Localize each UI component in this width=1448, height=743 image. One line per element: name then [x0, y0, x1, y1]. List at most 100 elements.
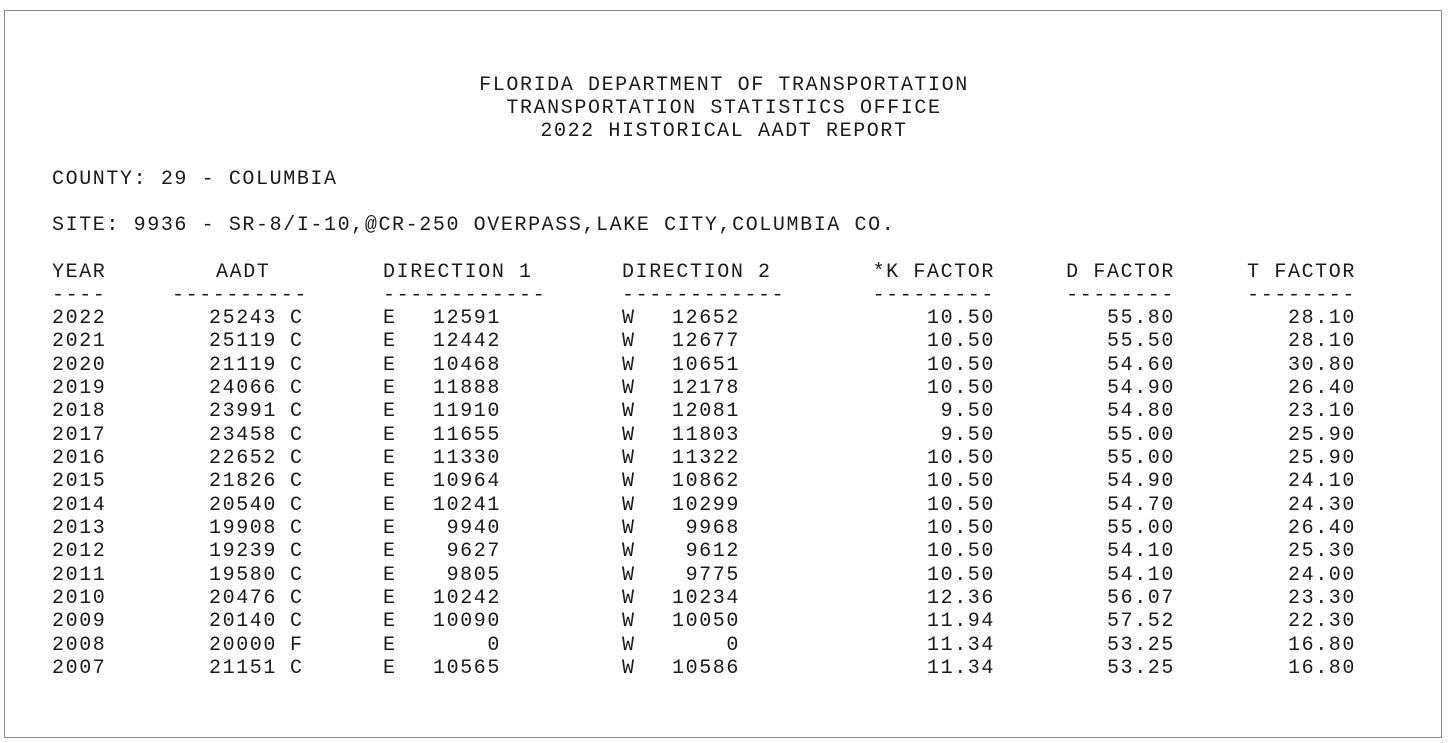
county-line: COUNTY: 29 - COLUMBIA [52, 168, 338, 191]
year-column: 2022 2021 2020 2019 2018 2017 2016 2015 2014 2013… [52, 307, 106, 681]
direction2-code-cell: W [622, 307, 636, 330]
aadt-flag-cell: C [290, 587, 304, 611]
direction2-code-cell: W [622, 377, 636, 401]
aadt-cell: 21826 [208, 470, 277, 494]
aadt-cell: 19580 [208, 563, 277, 587]
k-factor-cell: 11.94 [926, 610, 995, 634]
k-factor-cell: 10.50 [926, 330, 995, 354]
aadt-cell: 25243 [208, 307, 277, 330]
direction1-value-cell: 9627 [446, 540, 501, 564]
direction2-value-cell: 10234 [671, 587, 740, 611]
direction2-code-cell: W [622, 657, 636, 681]
direction1-code-cell: E [383, 470, 397, 494]
year-cell: 2013 [52, 517, 107, 541]
direction1-code-cell: E [383, 517, 397, 541]
d-factor-cell: 56.07 [1106, 587, 1175, 611]
d-factor-cell: 54.70 [1106, 493, 1175, 517]
aadt-flag-cell: C [290, 330, 304, 354]
direction2-code-cell: W [622, 610, 636, 634]
col-header-k-factor: *K FACTOR [872, 261, 995, 284]
direction2-code-cell: W [622, 423, 636, 447]
k-factor-cell: 10.50 [926, 493, 995, 517]
direction2-code-cell: W [622, 493, 636, 517]
direction1-code-cell: E [383, 330, 397, 354]
year-cell: 2015 [52, 470, 107, 494]
direction2-value-cell: 11803 [671, 423, 740, 447]
year-cell: 2010 [52, 587, 107, 611]
direction2-code-cell: W [622, 400, 636, 424]
direction1-value-cell: 0 [487, 633, 501, 657]
t-factor-cell: 24.00 [1287, 563, 1356, 587]
aadt-flag-cell: C [290, 610, 304, 634]
aadt-cell: 19908 [208, 517, 277, 541]
direction1-value-cell: 11888 [432, 377, 501, 401]
k-factor-cell: 11.34 [926, 633, 995, 657]
k-factor-cell: 12.36 [926, 587, 995, 611]
t-factor-cell: 22.30 [1287, 610, 1356, 634]
direction1-code-cell: E [383, 400, 397, 424]
t-factor-cell: 24.30 [1287, 493, 1356, 517]
d-factor-cell: 55.00 [1106, 423, 1175, 447]
aadt-flag-cell: C [290, 540, 304, 564]
d-factor-cell: 54.10 [1106, 563, 1175, 587]
col-underline-aadt: ---------- [172, 284, 309, 307]
direction2-code-cell: W [622, 633, 636, 657]
direction1-code-cell: E [383, 587, 397, 611]
year-cell: 2017 [52, 423, 107, 447]
d-factor-cell: 54.90 [1106, 377, 1175, 401]
direction1-code-cell: E [383, 493, 397, 517]
direction2-value-cell: 0 [726, 633, 740, 657]
d-factor-cell: 57.52 [1106, 610, 1175, 634]
aadt-cell: 21151 [208, 657, 277, 681]
aadt-cell: 25119 [208, 330, 277, 354]
year-cell: 2007 [52, 657, 107, 681]
d-factor-cell: 55.00 [1106, 517, 1175, 541]
d-factor-cell: 55.00 [1106, 447, 1175, 471]
k-factor-cell: 10.50 [926, 377, 995, 401]
direction2-value-cell: 11322 [671, 447, 740, 471]
col-header-direction1: DIRECTION 1 [383, 261, 533, 284]
k-factor-cell: 10.50 [926, 447, 995, 471]
direction2-code-cell: W [622, 330, 636, 354]
direction1-code-cell: E [383, 377, 397, 401]
direction2-code-cell: W [622, 470, 636, 494]
d-factor-cell: 53.25 [1106, 657, 1175, 681]
col-header-d-factor: D FACTOR [1066, 261, 1175, 284]
aadt-cell: 20540 [208, 493, 277, 517]
year-cell: 2012 [52, 540, 107, 564]
t-factor-cell: 26.40 [1287, 517, 1356, 541]
d-factor-cell: 55.50 [1106, 330, 1175, 354]
aadt-cell: 23991 [208, 400, 277, 424]
k-factor-cell: 10.50 [926, 307, 995, 330]
aadt-flag-cell: C [290, 517, 304, 541]
d-factor-column: 55.80 55.50 54.60 54.90 54.80 55.00 55.00 54.90… [1107, 307, 1175, 681]
direction2-value-cell: 12652 [671, 307, 740, 330]
direction1-value-cell: 9940 [446, 517, 501, 541]
d-factor-cell: 54.80 [1106, 400, 1175, 424]
k-factor-cell: 10.50 [926, 470, 995, 494]
year-cell: 2016 [52, 447, 107, 471]
direction2-value-cell: 9612 [685, 540, 740, 564]
year-cell: 2018 [52, 400, 107, 424]
d-factor-cell: 54.10 [1106, 540, 1175, 564]
direction2-code-cell: W [622, 517, 636, 541]
aadt-flag-cell: C [290, 400, 304, 424]
direction1-value-column: 12591 12442 10468 11888 11910 11655 11330 10964… [433, 307, 501, 681]
direction2-value-cell: 9775 [685, 563, 740, 587]
col-underline-d-factor: -------- [1066, 284, 1175, 307]
direction2-code-cell: W [622, 587, 636, 611]
t-factor-cell: 23.10 [1287, 400, 1356, 424]
direction1-code-cell: E [383, 610, 397, 634]
direction1-value-cell: 10964 [432, 470, 501, 494]
k-factor-cell: 9.50 [940, 423, 995, 447]
col-header-t-factor: T FACTOR [1247, 261, 1356, 284]
aadt-cell: 20000 [208, 633, 277, 657]
aadt-flag-cell: C [290, 657, 304, 681]
aadt-cell: 19239 [208, 540, 277, 564]
site-line: SITE: 9936 - SR-8/I-10,@CR-250 OVERPASS,… [52, 214, 896, 237]
year-cell: 2011 [52, 563, 107, 587]
aadt-flag-cell: C [290, 447, 304, 471]
aadt-flag-cell: C [290, 307, 304, 330]
t-factor-cell: 16.80 [1287, 633, 1356, 657]
